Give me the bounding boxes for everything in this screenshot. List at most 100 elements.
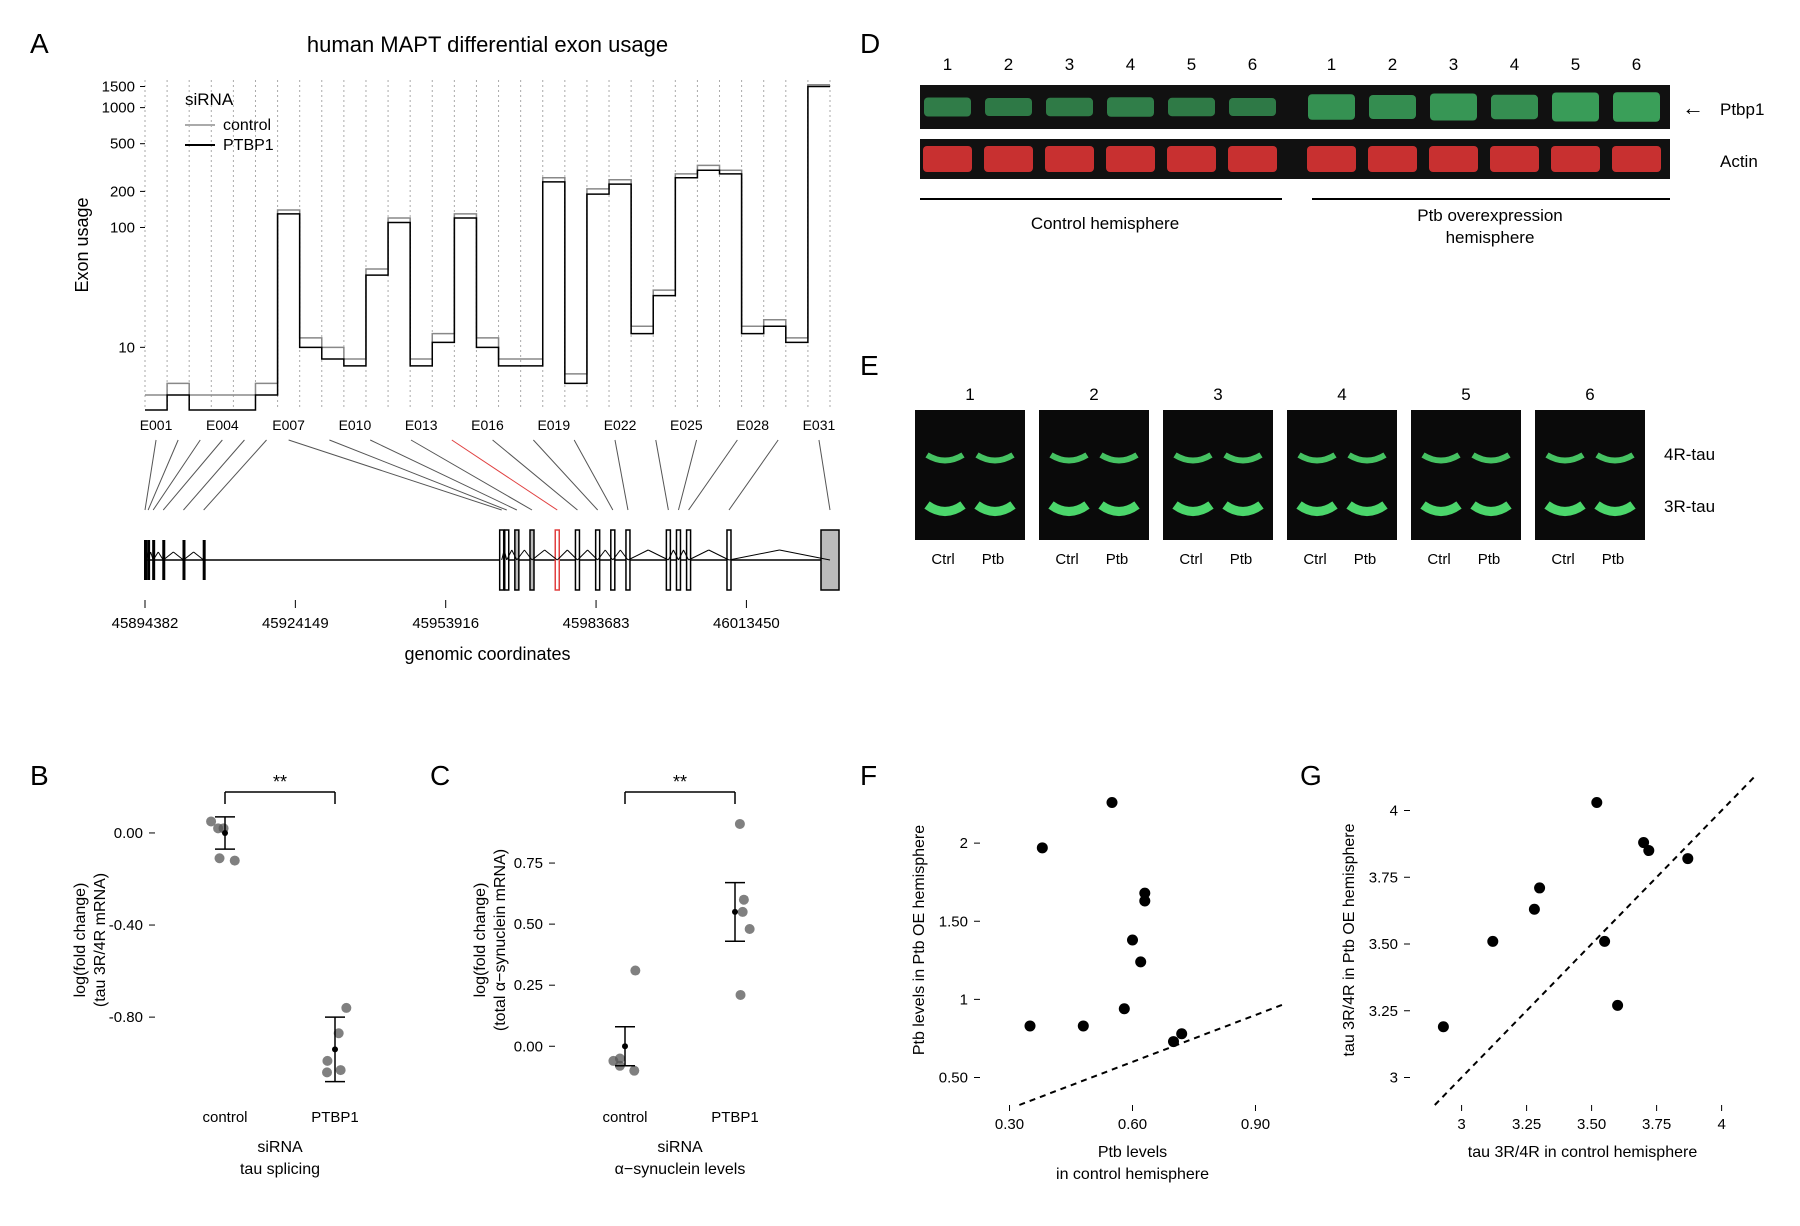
svg-text:0.90: 0.90 <box>1241 1116 1270 1133</box>
svg-text:3R-tau: 3R-tau <box>1664 497 1715 516</box>
svg-text:3.25: 3.25 <box>1512 1116 1541 1133</box>
panel-b: 0.00 -0.40 -0.80 log(fold change)(tau 3R/4R… <box>60 760 420 1200</box>
svg-text:500: 500 <box>110 136 135 153</box>
svg-text:0.00: 0.00 <box>114 825 143 842</box>
svg-text:control: control <box>202 1109 247 1126</box>
svg-text:1: 1 <box>960 991 968 1008</box>
svg-text:control: control <box>602 1109 647 1126</box>
svg-text:1: 1 <box>1327 55 1336 74</box>
svg-text:siRNA: siRNA <box>185 90 234 109</box>
svg-text:Ptb: Ptb <box>1354 551 1377 568</box>
svg-text:E001: E001 <box>140 417 173 433</box>
svg-text:10: 10 <box>118 339 135 356</box>
svg-text:0.30: 0.30 <box>995 1116 1024 1133</box>
svg-text:0.60: 0.60 <box>1118 1116 1147 1133</box>
svg-text:Actin: Actin <box>1720 152 1758 171</box>
svg-text:α−synuclein levels: α−synuclein levels <box>615 1161 746 1178</box>
svg-text:E025: E025 <box>670 417 703 433</box>
svg-text:E007: E007 <box>272 417 305 433</box>
panel-f-svg: 0.300.600.900.5011.502Ptb levelsin contr… <box>900 760 1300 1200</box>
panel-g: 33.253.503.75433.253.503.754tau 3R/4R in… <box>1330 760 1770 1200</box>
svg-text:**: ** <box>673 772 687 792</box>
svg-text:0.00: 0.00 <box>514 1038 543 1055</box>
svg-text:Exon usage: Exon usage <box>72 197 92 292</box>
svg-text:PTBP1: PTBP1 <box>311 1109 359 1126</box>
svg-text:1500: 1500 <box>102 79 135 96</box>
svg-text:2: 2 <box>1388 55 1397 74</box>
panel-label-c: C <box>430 760 450 792</box>
svg-text:3: 3 <box>1213 385 1222 404</box>
svg-text:E010: E010 <box>339 417 372 433</box>
svg-text:0.75: 0.75 <box>514 855 543 872</box>
svg-text:-0.40: -0.40 <box>109 917 143 934</box>
svg-text:3.50: 3.50 <box>1369 936 1398 953</box>
svg-text:log(fold change): log(fold change) <box>472 883 489 998</box>
svg-text:3.75: 3.75 <box>1642 1116 1671 1133</box>
svg-text:45894382: 45894382 <box>112 615 179 632</box>
svg-text:45983683: 45983683 <box>563 615 630 632</box>
panel-d-svg: 123456123456Ptbp1←ActinControl hemispher… <box>900 30 1770 330</box>
svg-text:4: 4 <box>1337 385 1346 404</box>
svg-text:PTBP1: PTBP1 <box>223 137 274 154</box>
svg-text:human MAPT differential exon u: human MAPT differential exon usage <box>307 32 668 57</box>
panel-b-svg: 0.00 -0.40 -0.80 log(fold change)(tau 3R/4R… <box>60 760 420 1200</box>
panel-label-a: A <box>30 28 49 60</box>
svg-text:Ctrl: Ctrl <box>1551 551 1574 568</box>
svg-text:4: 4 <box>1126 55 1135 74</box>
svg-text:4: 4 <box>1390 803 1398 820</box>
svg-text:Ptb levels: Ptb levels <box>1098 1144 1167 1161</box>
panel-label-f: F <box>860 760 877 792</box>
panel-a: human MAPT differential exon usage101002… <box>60 30 840 730</box>
panel-c-svg: 0.000.250.500.75log(fold change)(total α… <box>460 760 820 1200</box>
svg-text:tau 3R/4R in control hemispher: tau 3R/4R in control hemisphere <box>1468 1144 1698 1161</box>
svg-text:Ptb levels in Ptb OE hemispher: Ptb levels in Ptb OE hemisphere <box>911 825 928 1055</box>
svg-text:100: 100 <box>110 219 135 236</box>
svg-text:0.50: 0.50 <box>939 1070 968 1087</box>
panel-e-svg: 1CtrlPtb2CtrlPtb3CtrlPtb4CtrlPtb5CtrlPtb… <box>900 370 1770 690</box>
svg-text:Ctrl: Ctrl <box>1055 551 1078 568</box>
panel-f: 0.300.600.900.5011.502Ptb levelsin contr… <box>900 760 1300 1200</box>
svg-text:6: 6 <box>1632 55 1641 74</box>
svg-text:3: 3 <box>1390 1070 1398 1087</box>
panel-label-b: B <box>30 760 49 792</box>
svg-text:log(fold change): log(fold change) <box>72 883 89 998</box>
svg-text:-0.80: -0.80 <box>109 1009 143 1026</box>
svg-text:4: 4 <box>1510 55 1519 74</box>
svg-text:siRNA: siRNA <box>657 1139 703 1156</box>
svg-text:5: 5 <box>1461 385 1470 404</box>
svg-text:E022: E022 <box>604 417 637 433</box>
svg-text:3.25: 3.25 <box>1369 1003 1398 1020</box>
svg-text:0.25: 0.25 <box>514 977 543 994</box>
svg-text:Ctrl: Ctrl <box>931 551 954 568</box>
svg-text:3.50: 3.50 <box>1577 1116 1606 1133</box>
svg-text:Ptb: Ptb <box>1230 551 1253 568</box>
svg-text:46013450: 46013450 <box>713 615 780 632</box>
svg-text:siRNA: siRNA <box>257 1139 303 1156</box>
svg-text:Ptbp1: Ptbp1 <box>1720 100 1764 119</box>
svg-text:2: 2 <box>1089 385 1098 404</box>
svg-text:45924149: 45924149 <box>262 615 329 632</box>
svg-text:Ctrl: Ctrl <box>1303 551 1326 568</box>
svg-text:E013: E013 <box>405 417 438 433</box>
panel-label-d: D <box>860 28 880 60</box>
svg-text:E028: E028 <box>736 417 769 433</box>
svg-text:1.50: 1.50 <box>939 913 968 930</box>
svg-text:Ctrl: Ctrl <box>1427 551 1450 568</box>
svg-text:E004: E004 <box>206 417 239 433</box>
svg-text:tau 3R/4R in Ptb OE hemisphere: tau 3R/4R in Ptb OE hemisphere <box>1341 823 1358 1056</box>
panel-d: 123456123456Ptbp1←ActinControl hemispher… <box>900 30 1770 330</box>
svg-text:tau splicing: tau splicing <box>240 1161 320 1178</box>
svg-text:Ctrl: Ctrl <box>1179 551 1202 568</box>
svg-text:6: 6 <box>1585 385 1594 404</box>
svg-text:2: 2 <box>1004 55 1013 74</box>
panel-label-e: E <box>860 350 879 382</box>
svg-text:3: 3 <box>1449 55 1458 74</box>
svg-text:5: 5 <box>1187 55 1196 74</box>
svg-text:E019: E019 <box>537 417 570 433</box>
svg-text:(tau 3R/4R mRNA): (tau 3R/4R mRNA) <box>92 873 109 1007</box>
svg-text:**: ** <box>273 772 287 792</box>
panel-g-svg: 33.253.503.75433.253.503.754tau 3R/4R in… <box>1330 760 1770 1200</box>
svg-text:1: 1 <box>943 55 952 74</box>
svg-text:3: 3 <box>1065 55 1074 74</box>
svg-text:E031: E031 <box>803 417 836 433</box>
